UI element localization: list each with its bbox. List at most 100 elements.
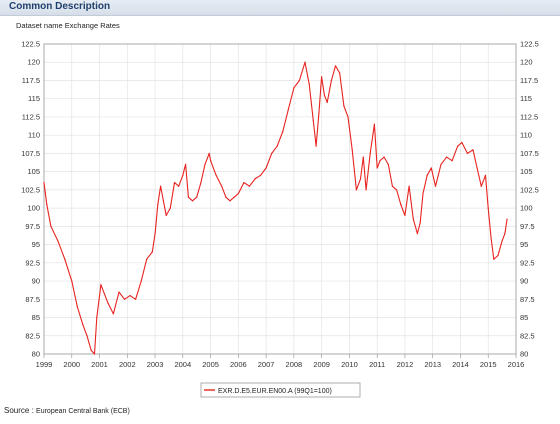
section-title: Common Description <box>9 1 111 12</box>
y-tick-label-right: 117.5 <box>520 76 538 85</box>
data-point <box>351 149 353 151</box>
data-point <box>412 218 414 220</box>
data-point <box>484 174 487 176</box>
data-point <box>233 196 235 198</box>
data-point <box>287 109 289 111</box>
data-point <box>157 203 159 206</box>
data-point <box>426 174 428 176</box>
data-point <box>248 185 251 187</box>
data-point <box>209 160 212 162</box>
data-point <box>422 192 424 195</box>
y-tick-label-left: 92.5 <box>25 258 40 267</box>
source-value: European Central Bank (ECB) <box>36 408 130 415</box>
y-tick-label-right: 120 <box>520 58 533 67</box>
data-point <box>373 123 375 125</box>
y-tick-label-left: 105 <box>27 167 40 176</box>
data-point <box>315 145 317 147</box>
data-point <box>451 160 453 162</box>
data-point <box>76 305 78 308</box>
data-point <box>57 240 59 242</box>
data-point <box>490 236 492 238</box>
data-point <box>154 233 156 235</box>
y-tick-label-right: 82.5 <box>520 331 535 340</box>
data-point <box>259 174 262 176</box>
y-tick-label-left: 122.5 <box>21 40 40 49</box>
data-point <box>276 145 278 147</box>
data-point <box>243 181 245 184</box>
grid-layer <box>43 43 517 358</box>
data-point <box>416 233 419 235</box>
y-tick-label-left: 115 <box>28 94 40 103</box>
data-point <box>118 291 120 293</box>
y-tick-label-left: 90 <box>32 277 40 286</box>
data-point <box>173 181 176 184</box>
data-point <box>229 200 231 202</box>
data-point <box>187 196 189 198</box>
data-point <box>140 280 142 282</box>
data-point <box>480 185 482 187</box>
data-point <box>225 196 227 198</box>
data-point <box>46 203 48 206</box>
data-point <box>43 181 45 184</box>
y-tick-label-right: 107.5 <box>520 149 539 158</box>
x-tick-label: 2014 <box>452 360 469 369</box>
x-tick-label: 2016 <box>508 360 525 369</box>
data-point <box>265 167 267 169</box>
data-point <box>146 258 148 260</box>
data-point <box>472 149 474 151</box>
data-point <box>304 61 306 63</box>
data-point <box>93 353 96 355</box>
x-tick-label: 2008 <box>286 360 303 369</box>
data-point <box>271 152 273 155</box>
data-point <box>196 196 198 198</box>
y-tick-label-left: 82.5 <box>25 331 40 340</box>
data-point <box>160 185 162 187</box>
x-tick-labels: 1999 2000 2001 2002 2003 2004 2005 2006 2007 2008… <box>36 360 525 369</box>
data-point <box>221 185 223 187</box>
data-point <box>151 251 153 253</box>
x-tick-label: 2004 <box>174 360 191 369</box>
data-point <box>493 258 495 260</box>
data-point <box>387 163 389 165</box>
data-point <box>330 79 332 82</box>
y-tick-label-right: 115 <box>520 94 532 103</box>
data-point <box>123 298 126 300</box>
data-point <box>369 152 371 155</box>
legend-label: EXR.D.E5.EUR.EN00.A (99Q1=100) <box>218 388 332 395</box>
y-tick-label-left: 85 <box>32 313 40 322</box>
data-point <box>466 152 469 155</box>
data-point <box>501 240 503 242</box>
y-tick-label-left: 112.5 <box>22 112 40 121</box>
data-point <box>254 178 256 180</box>
data-point <box>396 189 398 191</box>
y-tick-label-right: 95 <box>520 240 528 249</box>
y-tick-label-right: 97.5 <box>520 222 535 231</box>
data-point <box>86 335 88 337</box>
x-tick-label: 2005 <box>202 360 219 369</box>
chart-container: 80 82.5 85 87.5 90 92.5 95 97.5 100 102.5 105 107.5… <box>0 38 560 400</box>
data-point <box>165 214 167 217</box>
y-tick-label-left: 110 <box>28 131 40 140</box>
x-tick-label: 2002 <box>119 360 136 369</box>
y-tick-label-right: 92.5 <box>520 258 535 267</box>
data-point <box>162 200 164 202</box>
x-tick-label: 2012 <box>397 360 414 369</box>
data-point <box>191 200 194 202</box>
legend[interactable]: EXR.D.E5.EUR.EN00.A (99Q1=100) <box>200 382 361 398</box>
data-point <box>359 178 362 180</box>
data-point <box>365 189 367 191</box>
y-tick-label-left: 117.5 <box>22 76 40 85</box>
data-point <box>376 167 378 169</box>
data-point <box>391 185 394 187</box>
plot-frame <box>43 43 517 355</box>
data-point <box>215 174 217 176</box>
data-point <box>169 207 171 209</box>
y-tick-label-right: 85 <box>520 313 528 322</box>
x-tick-label: 2015 <box>480 360 497 369</box>
data-point <box>476 167 478 169</box>
dataset-name: Dataset name Exchange Rates <box>16 21 120 30</box>
x-tick-label: 2011 <box>369 360 385 369</box>
y-tick-label-left: 120 <box>27 58 40 67</box>
x-tick-label: 2000 <box>63 360 80 369</box>
data-point <box>64 258 66 260</box>
